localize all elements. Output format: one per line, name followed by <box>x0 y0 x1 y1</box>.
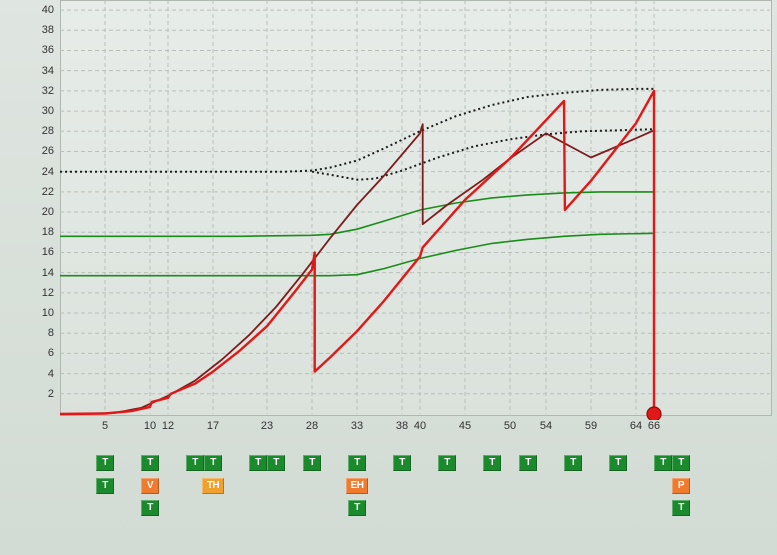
x-axis-labels: 5 10 12 17 23 28 33 38 40 45 50 54 59 64 66 <box>0 420 777 436</box>
xtick-label: 50 <box>504 420 516 432</box>
xtick-label: 5 <box>102 420 108 432</box>
ytick-label: 6 <box>30 347 54 359</box>
xtick-label: 66 <box>648 420 660 432</box>
xtick-label: 10 <box>144 420 156 432</box>
ytick-label: 30 <box>30 105 54 117</box>
ytick-label: 38 <box>30 24 54 36</box>
event-badge[interactable]: T <box>96 455 114 471</box>
event-badge[interactable]: T <box>348 500 366 516</box>
ytick-label: 34 <box>30 65 54 77</box>
ytick-label: 20 <box>30 206 54 218</box>
event-badge[interactable]: T <box>303 455 321 471</box>
ytick-label: 24 <box>30 166 54 178</box>
ytick-label: 18 <box>30 226 54 238</box>
ytick-label: 14 <box>30 267 54 279</box>
xtick-label: 59 <box>585 420 597 432</box>
event-badge[interactable]: T <box>393 455 411 471</box>
xtick-label: 28 <box>306 420 318 432</box>
event-badge[interactable]: T <box>249 455 267 471</box>
ytick-label: 16 <box>30 246 54 258</box>
xtick-label: 12 <box>162 420 174 432</box>
event-badge[interactable]: T <box>141 500 159 516</box>
event-badge[interactable]: P <box>672 478 690 494</box>
xtick-label: 23 <box>261 420 273 432</box>
event-badge[interactable]: T <box>438 455 456 471</box>
event-badge[interactable]: V <box>141 478 159 494</box>
event-badge[interactable]: T <box>672 455 690 471</box>
event-badge[interactable]: T <box>96 478 114 494</box>
xtick-label: 38 <box>396 420 408 432</box>
ytick-label: 10 <box>30 307 54 319</box>
event-badge[interactable]: T <box>348 455 366 471</box>
xtick-label: 17 <box>207 420 219 432</box>
event-badge[interactable]: T <box>564 455 582 471</box>
ytick-label: 12 <box>30 287 54 299</box>
ytick-label: 22 <box>30 186 54 198</box>
event-badge[interactable]: T <box>672 500 690 516</box>
event-badge[interactable]: T <box>483 455 501 471</box>
xtick-label: 45 <box>459 420 471 432</box>
event-badge[interactable]: T <box>267 455 285 471</box>
ytick-label: 32 <box>30 85 54 97</box>
xtick-label: 40 <box>414 420 426 432</box>
xtick-label: 33 <box>351 420 363 432</box>
chart-container: 246810121416182022242628303234363840 510… <box>0 0 777 555</box>
end-marker <box>647 407 661 420</box>
ytick-label: 26 <box>30 145 54 157</box>
event-badge[interactable]: T <box>141 455 159 471</box>
ytick-label: 4 <box>30 368 54 380</box>
ytick-label: 8 <box>30 327 54 339</box>
ytick-label: 36 <box>30 44 54 56</box>
event-badge[interactable]: T <box>519 455 537 471</box>
event-badge[interactable]: T <box>654 455 672 471</box>
ytick-label: 2 <box>30 388 54 400</box>
xtick-label: 64 <box>630 420 642 432</box>
event-badge[interactable]: T <box>609 455 627 471</box>
event-badge[interactable]: T <box>204 455 222 471</box>
event-badge[interactable]: T <box>186 455 204 471</box>
ytick-label: 28 <box>30 125 54 137</box>
xtick-label: 54 <box>540 420 552 432</box>
ytick-label: 40 <box>30 4 54 16</box>
event-badge[interactable]: EH <box>346 478 368 494</box>
chart-svg <box>0 0 777 420</box>
event-badge[interactable]: TH <box>202 478 224 494</box>
